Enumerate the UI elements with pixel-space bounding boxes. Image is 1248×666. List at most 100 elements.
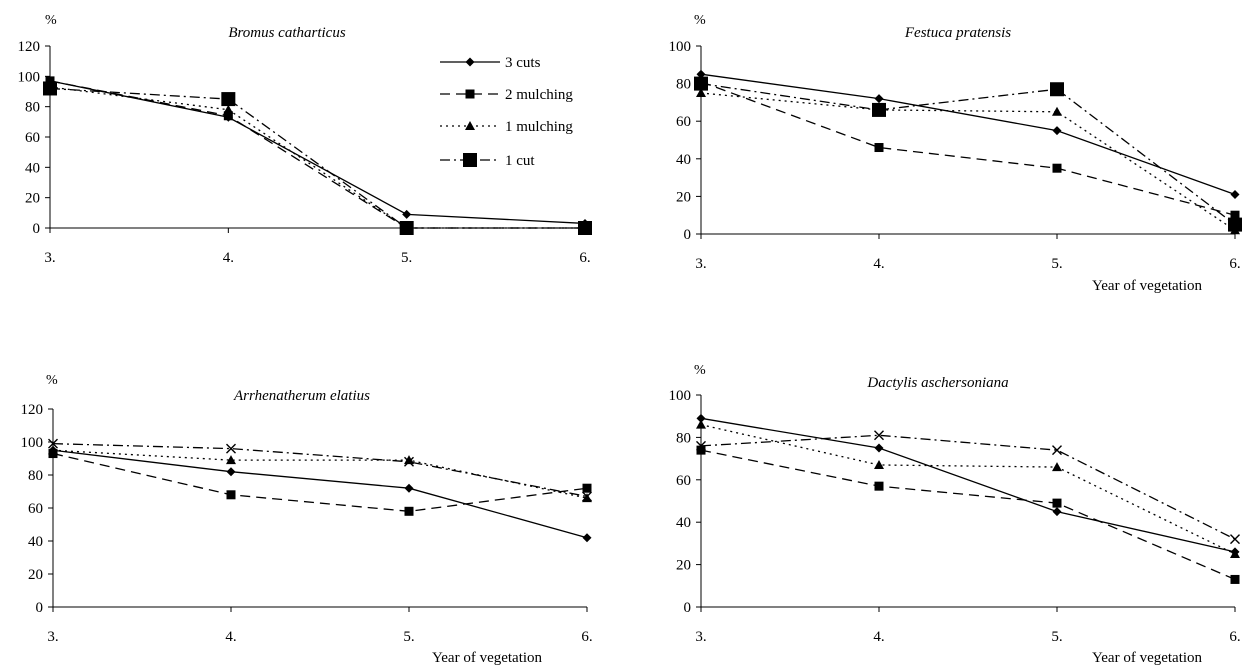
- y-tick-label: 40: [28, 534, 43, 550]
- data-point: [1052, 498, 1062, 508]
- y-axis-unit: %: [694, 363, 706, 378]
- data-point: [226, 455, 236, 465]
- data-point: [582, 493, 592, 503]
- x-tick-label: 6.: [579, 250, 590, 266]
- legend-label: 2 mulching: [505, 87, 573, 103]
- panel-festuca-pratensis: 0 20 40 60 80 100 3. 4. 5. 6. Festuca pratensis% Ye…: [669, 13, 1242, 294]
- data-point: [1230, 225, 1240, 235]
- x-tick-label: 6.: [1229, 629, 1240, 645]
- data-point: [874, 143, 884, 153]
- y-tick-label: 20: [28, 567, 43, 583]
- x-tick-label: 3.: [44, 250, 55, 266]
- data-point: [696, 413, 706, 423]
- data-point: [874, 459, 884, 469]
- y-axis-unit: %: [45, 13, 57, 28]
- data-point: [580, 223, 590, 233]
- panel-title: Festuca pratensis: [904, 25, 1011, 41]
- data-point: [1052, 445, 1062, 456]
- series-line: [49, 80, 586, 225]
- data-point: [874, 481, 884, 491]
- data-point: [48, 438, 58, 449]
- legend-marker: [465, 121, 475, 130]
- x-tick-label: 5.: [403, 629, 414, 645]
- x-tick-label: 3.: [47, 629, 58, 645]
- legend-marker: [465, 57, 475, 67]
- y-tick-label: 0: [36, 600, 44, 616]
- data-point: [580, 218, 590, 228]
- y-tick-label: 0: [684, 227, 692, 243]
- data-point: [1230, 547, 1240, 557]
- data-point: [1050, 82, 1064, 97]
- data-point: [696, 445, 706, 455]
- y-tick-label: 100: [18, 69, 41, 85]
- data-point: [223, 112, 233, 122]
- legend-marker: [463, 153, 477, 167]
- x-tick-label: 3.: [695, 256, 706, 272]
- y-tick-label: 100: [669, 388, 692, 404]
- series-line: [52, 452, 588, 512]
- panel-title: Arrhenatherum elatius: [233, 388, 370, 404]
- data-point: [226, 443, 236, 454]
- x-tick-label: 5.: [401, 250, 412, 266]
- y-tick-label: 40: [676, 515, 691, 531]
- y-tick-label: 0: [33, 221, 41, 237]
- x-axis-label: Year of vegetation: [1092, 650, 1203, 666]
- panel-dactylis-aschersoniana: 0 20 40 60 80 100 3. 4. 5. 6. Dactylis aschersonia…: [669, 363, 1241, 666]
- legend-marker: [465, 89, 475, 99]
- panel-title: Bromus catharticus: [228, 25, 346, 41]
- x-tick-label: 5.: [1051, 256, 1062, 272]
- data-point: [1230, 210, 1240, 220]
- legend: 3 cuts 2 mulching 1 mulching 1 cut: [440, 55, 573, 169]
- series-line: [52, 449, 588, 499]
- series-line: [700, 92, 1236, 231]
- y-tick-label: 120: [21, 402, 44, 418]
- y-tick-label: 80: [676, 77, 691, 93]
- data-point: [404, 506, 414, 516]
- data-point: [874, 104, 884, 114]
- legend-label: 1 cut: [505, 153, 535, 169]
- x-tick-label: 4.: [873, 256, 884, 272]
- data-point: [874, 94, 884, 104]
- data-point: [874, 430, 884, 441]
- data-point: [404, 483, 414, 493]
- data-point: [226, 467, 236, 477]
- x-axis-label: Year of vegetation: [1092, 278, 1203, 294]
- series-line: [49, 80, 585, 229]
- data-point: [402, 209, 412, 219]
- y-tick-label: 40: [676, 152, 691, 168]
- y-tick-label: 100: [21, 435, 44, 451]
- legend-label: 1 mulching: [505, 119, 573, 135]
- x-tick-label: 6.: [581, 629, 592, 645]
- data-point: [226, 490, 236, 500]
- y-tick-label: 40: [25, 160, 40, 176]
- legend-label: 3 cuts: [505, 55, 541, 71]
- data-point: [1228, 217, 1242, 232]
- y-axis-unit: %: [46, 373, 58, 388]
- series-line: [700, 449, 1236, 581]
- data-point: [221, 92, 236, 107]
- x-axis-label: Year of vegetation: [432, 650, 543, 666]
- series-line: [700, 82, 1236, 226]
- x-tick-label: 4.: [223, 250, 234, 266]
- x-tick-label: 5.: [1051, 629, 1062, 645]
- data-point: [1230, 190, 1240, 200]
- data-point: [1052, 106, 1062, 116]
- y-tick-label: 60: [676, 473, 691, 489]
- panel-title: Dactylis aschersoniana: [866, 375, 1008, 391]
- y-tick-label: 80: [28, 468, 43, 484]
- data-point: [1052, 507, 1062, 517]
- y-tick-label: 20: [25, 191, 40, 207]
- data-point: [1052, 462, 1062, 472]
- data-point: [48, 445, 58, 455]
- data-point: [1052, 163, 1062, 173]
- y-tick-label: 80: [676, 430, 691, 446]
- series-line: [700, 424, 1236, 555]
- y-tick-label: 20: [676, 189, 691, 205]
- y-tick-label: 60: [676, 114, 691, 130]
- data-point: [696, 69, 706, 79]
- series-line: [700, 73, 1236, 196]
- series-line: [700, 417, 1236, 553]
- data-point: [696, 88, 706, 97]
- data-point: [45, 81, 55, 91]
